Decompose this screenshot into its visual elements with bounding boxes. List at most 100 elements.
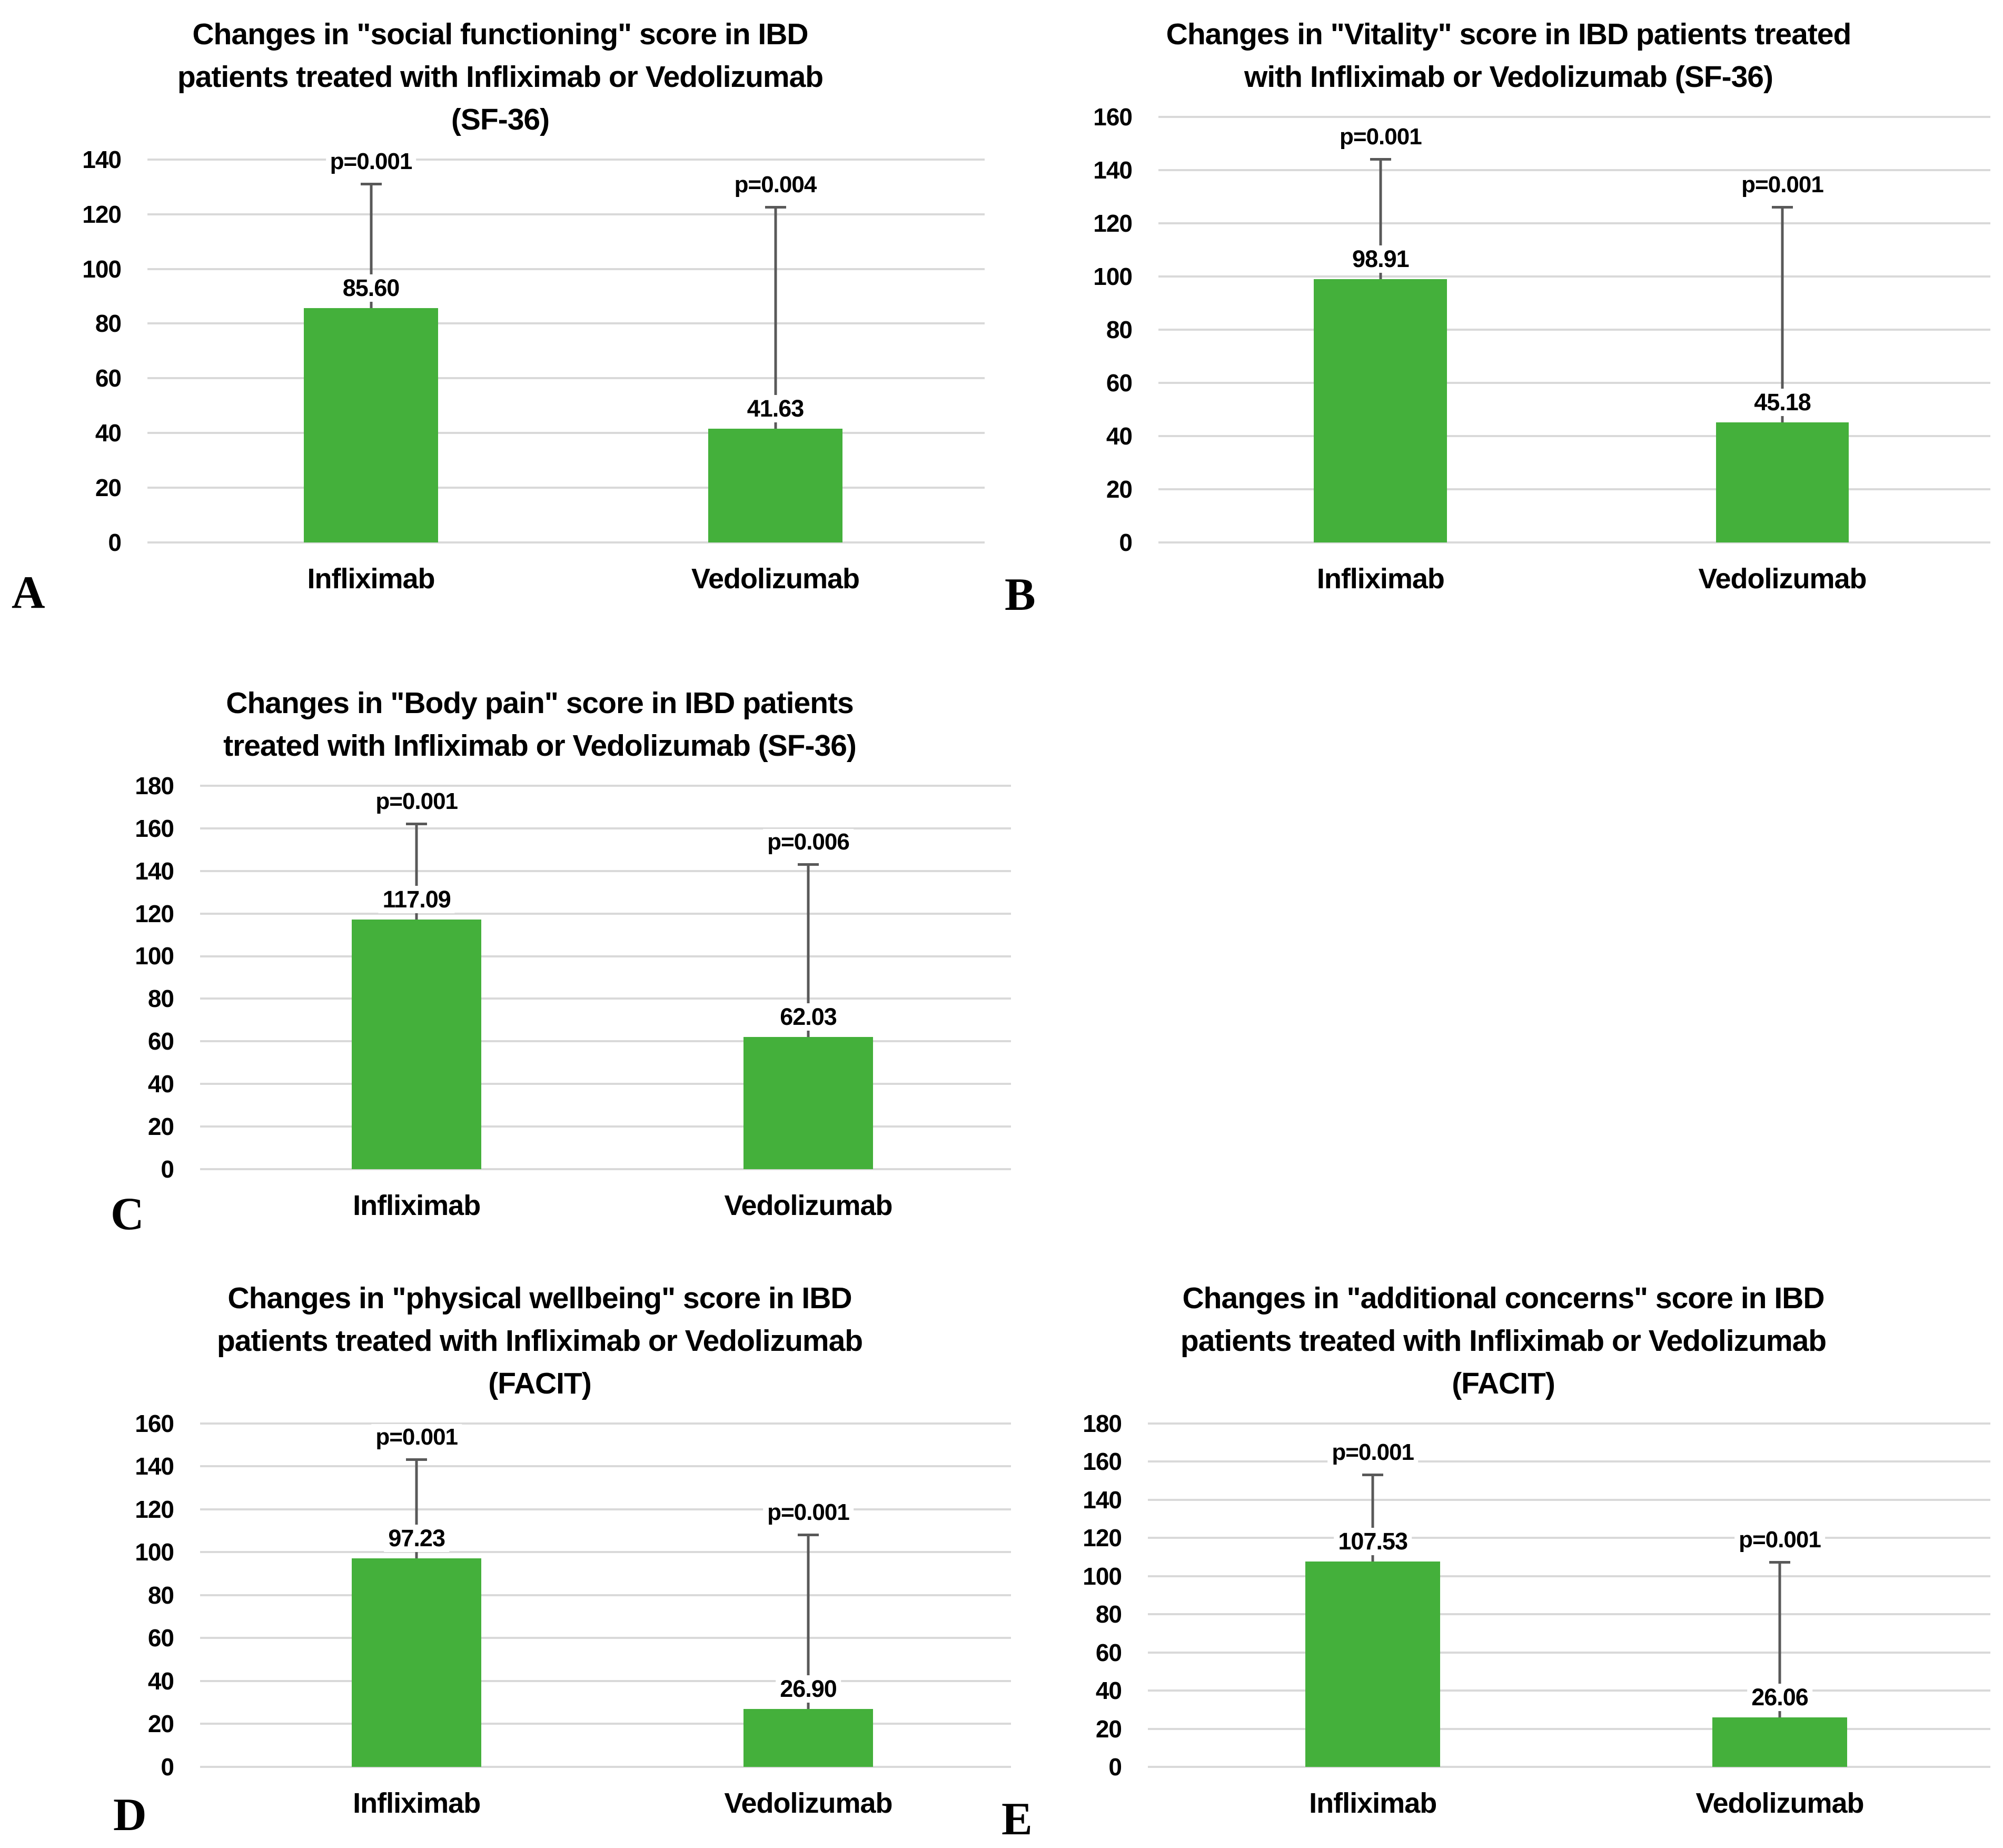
y-axis-tick-label: 120 — [82, 200, 122, 228]
chart-panel-A: Changes in "social functioning" score in… — [12, 8, 985, 621]
bar-value-label: 26.90 — [776, 1675, 841, 1703]
y-axis-tick-label: 40 — [1106, 422, 1133, 450]
chart-title: Changes in "physical wellbeing" score in… — [68, 1277, 1011, 1405]
y-axis-tick-label: 80 — [95, 310, 122, 338]
gridline — [1148, 1498, 1990, 1501]
gridline — [1158, 115, 1990, 118]
y-axis-tick-label: 60 — [147, 1624, 174, 1652]
x-axis-category-label: Vedolizumab — [724, 1787, 893, 1819]
bar-infliximab — [351, 1558, 482, 1767]
chart-title-line: Changes in "Body pain" score in IBD pati… — [226, 686, 854, 720]
chart-title-line: (FACIT) — [1452, 1366, 1555, 1400]
panel-letter: E — [1001, 1794, 1033, 1845]
plot-row: 0 20 40 60 80 100 120 140 85.60 p=0.001 41.63 p=0.0… — [16, 146, 985, 556]
chart-title-line: treated with Infliximab or Vedolizumab (… — [223, 728, 857, 763]
y-axis: 0 20 40 60 80 100 120 140 160 — [68, 1410, 200, 1781]
y-axis-tick-label: 0 — [108, 529, 122, 556]
error-bar-cap — [406, 822, 428, 825]
error-bar-cap — [798, 863, 819, 866]
p-value-label: p=0.001 — [1737, 171, 1828, 198]
bar-vedolizumab — [743, 1037, 874, 1169]
bar-vedolizumab — [743, 1709, 874, 1767]
error-bar-line — [1778, 1563, 1781, 1717]
plot-row: 0 20 40 60 80 100 120 140 160 97.23 p=0.001 26.90 p=… — [68, 1410, 1011, 1781]
plot-row: 0 20 40 60 80 100 120 140 160 98.91 p=0.001 45.18 p=… — [1027, 103, 1990, 556]
y-axis-tick-label: 120 — [135, 1495, 174, 1523]
gridline — [200, 1723, 1011, 1725]
bar-value-label: 26.06 — [1747, 1683, 1812, 1711]
gridline — [1158, 275, 1990, 278]
chart-title: Changes in "Vitality" score in IBD patie… — [1027, 13, 1990, 98]
p-value-label: p=0.004 — [730, 171, 821, 198]
x-axis-category-label: Infliximab — [1309, 1787, 1437, 1819]
gridline — [147, 213, 985, 215]
x-axis-category-label: Vedolizumab — [691, 563, 860, 595]
plot-area: 107.53 p=0.001 26.06 p=0.001 — [1148, 1422, 1990, 1768]
p-value-label: p=0.001 — [325, 148, 417, 175]
x-axis-category-label: Infliximab — [1316, 563, 1445, 595]
gridline — [200, 1551, 1011, 1554]
y-axis-tick-label: 100 — [82, 255, 122, 283]
bar-infliximab — [304, 308, 438, 542]
chart-title-line: with Infliximab or Vedolizumab (SF-36) — [1244, 60, 1773, 94]
y-axis-tick-label: 140 — [135, 1452, 174, 1480]
gridline — [1148, 1651, 1990, 1654]
y-axis: 0 20 40 60 80 100 120 140 160 — [1027, 103, 1158, 556]
chart-title-line: (FACIT) — [488, 1366, 592, 1400]
error-bar-line — [1379, 159, 1382, 280]
gridline — [200, 1508, 1011, 1510]
bar-vedolizumab — [1712, 1717, 1847, 1767]
y-axis-tick-label: 60 — [95, 364, 122, 392]
y-axis-tick-label: 140 — [1093, 156, 1133, 184]
y-axis-tick-label: 120 — [1093, 209, 1133, 237]
y-axis-tick-label: 180 — [135, 772, 174, 799]
x-axis-labels: Infliximab Vedolizumab — [147, 542, 985, 621]
gridline — [1148, 1766, 1990, 1768]
y-axis-tick-label: 0 — [161, 1753, 174, 1781]
error-bar-cap — [360, 182, 382, 185]
y-axis-tick-label: 80 — [147, 1581, 174, 1609]
y-axis-tick-label: 160 — [135, 1409, 174, 1437]
gridline — [1148, 1422, 1990, 1425]
x-axis-labels: Infliximab Vedolizumab — [200, 1767, 1011, 1846]
gridline — [200, 1168, 1011, 1170]
x-axis-labels: Infliximab Vedolizumab — [200, 1169, 1011, 1248]
gridline — [1148, 1613, 1990, 1616]
gridline — [1158, 488, 1990, 490]
y-axis-tick-label: 20 — [147, 1113, 174, 1141]
y-axis-tick-label: 0 — [1119, 529, 1133, 556]
plot-area: 98.91 p=0.001 45.18 p=0.001 — [1158, 115, 1990, 543]
chart-title-line: patients treated with Infliximab or Vedo… — [1180, 1323, 1827, 1358]
bar-value-label: 62.03 — [776, 1003, 841, 1031]
error-bar-line — [807, 864, 810, 1037]
plot-area: 117.09 p=0.001 62.03 p=0.006 — [200, 784, 1011, 1170]
error-bar-line — [415, 1460, 418, 1558]
gridline — [1158, 169, 1990, 171]
y-axis-tick-label: 80 — [147, 985, 174, 1013]
y-axis-tick-label: 20 — [95, 474, 122, 502]
gridline — [1158, 434, 1990, 437]
error-bar-line — [774, 207, 777, 429]
gridline — [147, 541, 985, 543]
x-axis-category-label: Infliximab — [307, 563, 435, 595]
y-axis: 0 20 40 60 80 100 120 140 — [16, 146, 147, 556]
gridline — [147, 322, 985, 325]
y-axis-tick-label: 20 — [147, 1710, 174, 1738]
y-axis-tick-label: 160 — [1083, 1448, 1122, 1476]
gridline — [1158, 381, 1990, 384]
chart-title: Changes in "Body pain" score in IBD pati… — [68, 682, 1011, 767]
y-axis-tick-label: 60 — [1095, 1638, 1122, 1666]
gridline — [1158, 328, 1990, 331]
y-axis-tick-label: 40 — [147, 1667, 174, 1695]
error-bar-line — [370, 184, 373, 309]
plot-area: 97.23 p=0.001 26.90 p=0.001 — [200, 1422, 1011, 1768]
bar-vedolizumab — [1716, 422, 1849, 542]
gridline — [200, 912, 1011, 915]
y-axis-tick-label: 0 — [1108, 1753, 1122, 1781]
x-axis-category-label: Vedolizumab — [1695, 1787, 1864, 1819]
gridline — [200, 1679, 1011, 1682]
chart-title-line: Changes in "Vitality" score in IBD patie… — [1166, 17, 1852, 51]
gridline — [1148, 1460, 1990, 1463]
chart-title-line: (SF-36) — [451, 102, 550, 136]
